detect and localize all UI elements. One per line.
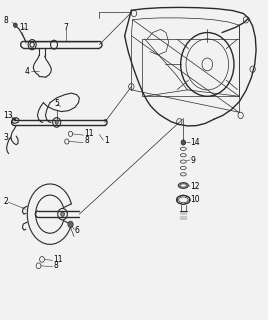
Circle shape (14, 118, 16, 121)
Circle shape (13, 23, 17, 28)
Circle shape (55, 121, 58, 124)
Text: 1: 1 (105, 136, 109, 145)
Circle shape (181, 140, 185, 145)
Circle shape (68, 221, 73, 228)
Text: 5: 5 (54, 99, 59, 108)
Text: 11: 11 (54, 255, 63, 264)
Text: 7: 7 (64, 23, 68, 32)
Text: 8: 8 (54, 261, 58, 270)
Circle shape (61, 212, 64, 216)
Text: 11: 11 (19, 23, 28, 32)
Text: 13: 13 (3, 111, 13, 120)
Text: 8: 8 (3, 16, 8, 25)
Text: 11: 11 (85, 129, 94, 138)
Text: 12: 12 (191, 182, 200, 191)
Ellipse shape (178, 183, 188, 188)
Text: 14: 14 (191, 138, 200, 147)
Text: 8: 8 (85, 136, 90, 145)
Text: 4: 4 (25, 67, 29, 76)
Text: 10: 10 (191, 195, 200, 204)
Text: 2: 2 (3, 197, 8, 206)
Ellipse shape (180, 184, 187, 187)
Text: 3: 3 (3, 133, 8, 142)
Text: 6: 6 (75, 226, 80, 235)
Text: 9: 9 (191, 156, 195, 164)
